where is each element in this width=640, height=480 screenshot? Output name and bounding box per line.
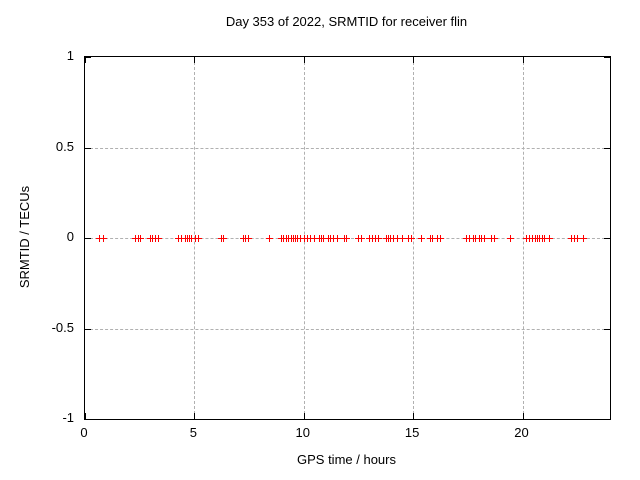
data-point-marker xyxy=(465,235,473,242)
data-point-marker xyxy=(507,235,515,242)
data-point-marker xyxy=(428,235,436,242)
data-point-marker xyxy=(399,235,407,242)
axis-tick-mark xyxy=(194,57,196,63)
data-point-marker xyxy=(310,235,318,242)
axis-tick-mark xyxy=(303,57,305,63)
data-point-marker xyxy=(320,235,328,242)
x-tick-label: 15 xyxy=(404,425,420,440)
axis-tick-mark xyxy=(85,413,86,419)
axis-tick-mark xyxy=(413,413,415,419)
data-point-marker xyxy=(244,235,252,242)
axis-tick-mark xyxy=(85,238,91,239)
data-point-marker xyxy=(343,235,351,242)
data-point-marker xyxy=(155,235,163,242)
data-point-marker xyxy=(574,235,582,242)
plot-area xyxy=(84,56,611,420)
data-point-marker xyxy=(579,235,587,242)
axis-tick-mark xyxy=(194,413,196,419)
data-point-marker xyxy=(265,235,273,242)
axis-tick-mark xyxy=(604,419,610,420)
data-point-marker xyxy=(99,235,107,242)
axis-tick-mark xyxy=(85,147,91,149)
data-point-marker xyxy=(417,235,425,242)
data-point-marker xyxy=(545,235,553,242)
axis-tick-mark xyxy=(522,413,524,419)
horizontal-gridline xyxy=(85,328,610,330)
y-tick-label: -0.5 xyxy=(51,319,74,335)
data-point-marker xyxy=(136,235,144,242)
data-point-marker xyxy=(333,235,341,242)
data-point-marker xyxy=(541,235,549,242)
y-tick-label: 1 xyxy=(66,48,74,63)
axis-tick-mark xyxy=(85,328,91,330)
chart-title: Day 353 of 2022, SRMTID for receiver fli… xyxy=(225,14,468,29)
y-tick-label: 0 xyxy=(66,229,74,244)
data-point-marker xyxy=(491,235,499,242)
axis-tick-mark xyxy=(604,328,610,330)
data-point-marker xyxy=(375,235,383,242)
axis-tick-mark xyxy=(413,57,415,63)
data-point-marker xyxy=(481,235,489,242)
x-tick-label: 0 xyxy=(80,425,88,440)
data-point-marker xyxy=(437,235,445,242)
y-tick-label: 0.5 xyxy=(55,138,74,154)
axis-tick-mark xyxy=(303,413,305,419)
data-point-marker xyxy=(194,235,202,242)
data-point-marker xyxy=(407,235,415,242)
axis-tick-mark xyxy=(604,147,610,149)
x-tick-label: 5 xyxy=(189,425,197,440)
horizontal-gridline xyxy=(85,147,610,149)
axis-tick-mark xyxy=(522,57,524,63)
axis-tick-mark xyxy=(604,238,610,239)
axis-tick-mark xyxy=(85,57,86,63)
data-point-marker xyxy=(393,235,401,242)
x-axis-label: GPS time / hours xyxy=(297,452,396,467)
axis-tick-mark xyxy=(85,57,91,58)
data-point-marker xyxy=(357,235,365,242)
data-point-marker xyxy=(188,235,196,242)
x-tick-label: 20 xyxy=(514,425,529,440)
y-tick-label: -1 xyxy=(62,410,74,425)
x-tick-label: 10 xyxy=(295,425,310,440)
data-point-marker xyxy=(219,235,227,242)
axis-tick-mark xyxy=(85,419,91,420)
axis-tick-mark xyxy=(604,57,610,58)
